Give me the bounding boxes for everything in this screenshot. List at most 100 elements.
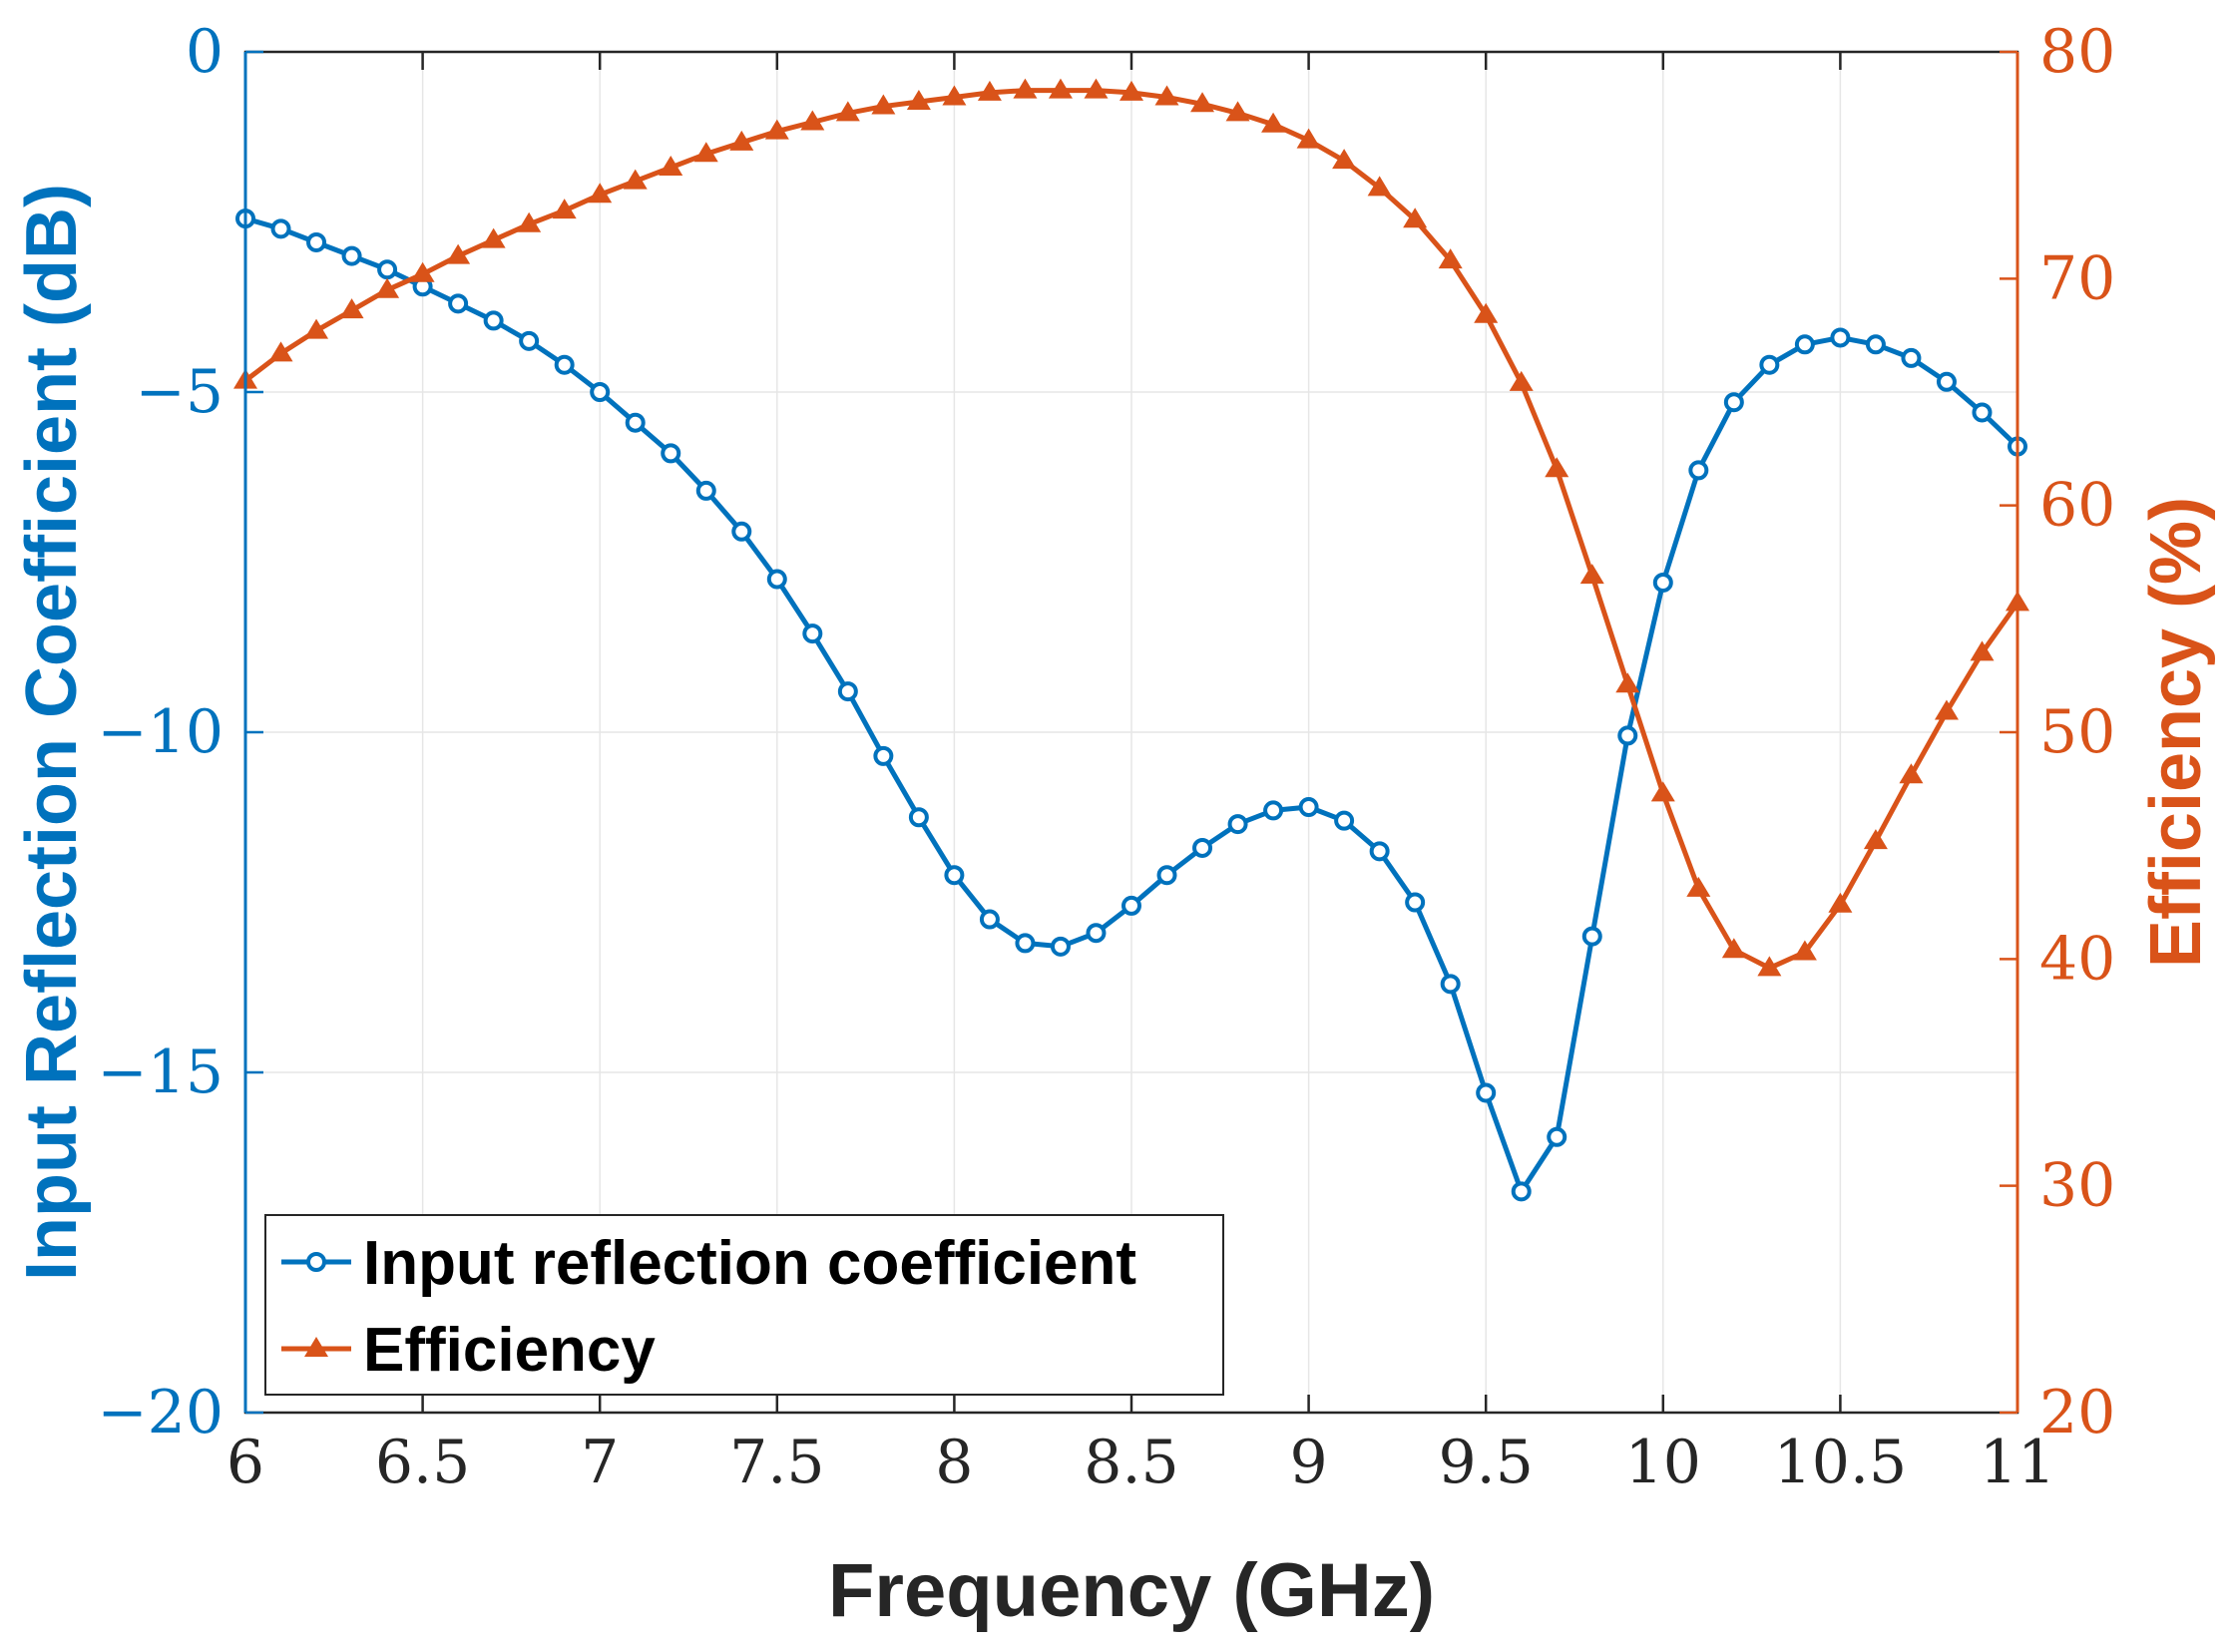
x-axis-title: Frequency (GHz): [828, 1548, 1435, 1633]
data-point: [446, 243, 471, 264]
y-left-tick-label: −10: [97, 697, 224, 767]
data-point: [1438, 248, 1463, 269]
data-point: [590, 382, 611, 402]
legend: Input reflection coefficient Efficiency: [264, 1214, 1224, 1396]
data-point: [1617, 725, 1638, 746]
data-point: [908, 807, 929, 828]
x-tick-label: 9.5: [1438, 1428, 1533, 1497]
data-point: [1476, 1082, 1497, 1103]
data-point: [1440, 974, 1461, 995]
data-point: [1970, 640, 1995, 661]
legend-box: [264, 1214, 1224, 1396]
data-point: [1367, 176, 1392, 197]
data-point: [800, 110, 825, 131]
data-point: [1015, 933, 1036, 954]
data-point: [1936, 371, 1957, 392]
data-point: [944, 865, 965, 886]
data-point: [552, 199, 577, 219]
x-tick-label: 8.5: [1084, 1428, 1178, 1497]
data-point: [483, 310, 504, 331]
x-tick-label: 10: [1625, 1428, 1701, 1497]
legend-label-efficiency: Efficiency: [363, 1316, 656, 1385]
data-point: [306, 231, 327, 252]
data-point: [1688, 460, 1709, 481]
data-point: [731, 521, 752, 542]
data-point: [588, 183, 613, 204]
data-point: [837, 681, 858, 702]
x-tick-label: 6: [226, 1428, 264, 1497]
data-point: [410, 261, 435, 282]
data-point: [1263, 800, 1284, 821]
data-point: [519, 330, 540, 351]
data-point: [1545, 457, 1569, 478]
data-point: [1828, 892, 1853, 913]
data-point: [661, 443, 681, 464]
data-point: [623, 169, 648, 190]
data-point: [448, 293, 469, 314]
y-right-tick-label: 50: [2039, 697, 2115, 767]
data-point: [375, 277, 400, 298]
y-right-tick-label: 30: [2039, 1151, 2115, 1221]
data-point: [873, 745, 894, 766]
data-point: [339, 298, 364, 319]
x-tick-label: 10.5: [1774, 1428, 1908, 1497]
y-right-tick-label: 80: [2039, 17, 2115, 87]
data-point: [1615, 672, 1640, 693]
data-point: [1899, 763, 1924, 784]
data-point: [1369, 841, 1390, 862]
data-point: [341, 245, 362, 266]
y-axis-right-title: Efficiency (%): [2136, 497, 2216, 968]
data-point: [1013, 78, 1038, 99]
data-point: [1509, 370, 1534, 391]
data-point: [1830, 327, 1851, 348]
y-left-tick-label: −20: [97, 1378, 224, 1447]
data-point: [1261, 112, 1286, 133]
data-point: [481, 227, 506, 248]
y-right-tick-label: 20: [2039, 1378, 2115, 1447]
data-point: [766, 569, 787, 590]
data-point: [1934, 699, 1959, 720]
data-point: [1474, 302, 1499, 323]
data-point: [1652, 572, 1673, 593]
series-efficiency: [233, 78, 2029, 977]
data-point: [1794, 334, 1815, 355]
data-point: [1121, 895, 1141, 916]
data-point: [1403, 207, 1428, 228]
legend-marker-reflection: [306, 1252, 326, 1272]
data-point: [1050, 936, 1071, 957]
y-left-tick-label: −15: [97, 1037, 224, 1107]
data-point: [1156, 865, 1177, 886]
y-left-tick-label: −5: [136, 357, 224, 427]
data-point: [1048, 78, 1073, 99]
y-left-tick-label: 0: [186, 17, 224, 87]
data-point: [1686, 876, 1711, 897]
x-tick-label: 6.5: [375, 1428, 470, 1497]
x-tick-label: 9: [1290, 1428, 1328, 1497]
data-point: [835, 101, 860, 122]
data-point: [1757, 956, 1782, 977]
data-point: [906, 90, 931, 111]
data-point: [1511, 1181, 1532, 1202]
data-point: [1547, 1126, 1567, 1147]
data-point: [1581, 926, 1602, 947]
data-point: [1190, 92, 1215, 113]
grid-lines: [244, 51, 2018, 1414]
data-point: [1084, 78, 1109, 99]
data-point: [979, 909, 1000, 930]
data-point: [802, 623, 823, 644]
y-right-tick-label: 70: [2039, 243, 2115, 313]
data-point: [1792, 940, 1817, 961]
data-point: [304, 318, 329, 339]
data-point: [377, 259, 398, 280]
data-point: [1901, 347, 1922, 368]
data-point: [693, 142, 718, 163]
data-point: [1119, 80, 1143, 101]
data-point: [1405, 892, 1426, 913]
legend-label-reflection: Input reflection coefficient: [363, 1229, 1136, 1298]
data-point: [1227, 814, 1248, 835]
data-point: [1192, 837, 1213, 858]
data-point: [1086, 923, 1107, 944]
data-point: [1298, 797, 1319, 818]
plot-series: [233, 78, 2029, 1202]
data-point: [729, 130, 754, 151]
